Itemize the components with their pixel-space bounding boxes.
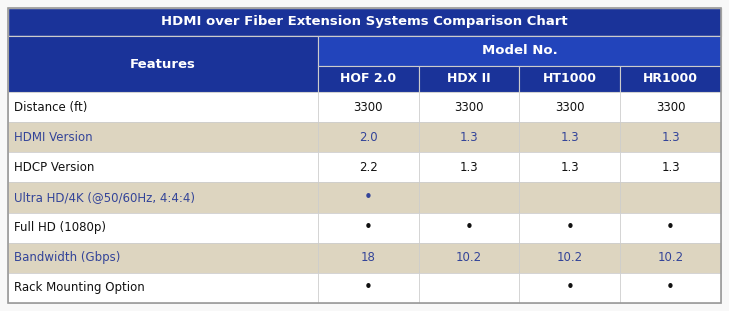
Text: •: • [364, 281, 373, 295]
Text: HDX II: HDX II [448, 72, 491, 86]
Bar [318, 36, 721, 66]
Text: 1.3: 1.3 [460, 131, 478, 144]
Bar [620, 213, 721, 243]
Text: HOF 2.0: HOF 2.0 [340, 72, 397, 86]
Text: 18: 18 [361, 251, 376, 264]
Bar [520, 92, 620, 122]
Text: HR1000: HR1000 [643, 72, 698, 86]
Text: 2.0: 2.0 [359, 131, 378, 144]
Text: 1.3: 1.3 [460, 161, 478, 174]
Bar [418, 273, 520, 303]
Text: 1.3: 1.3 [561, 161, 579, 174]
Bar [620, 66, 721, 92]
Bar [8, 152, 318, 183]
Bar [418, 152, 520, 183]
Bar [8, 36, 318, 92]
Text: •: • [566, 281, 574, 295]
Bar [318, 183, 418, 213]
Bar [418, 213, 520, 243]
Text: HT1000: HT1000 [543, 72, 597, 86]
Bar [418, 122, 520, 152]
Bar [8, 243, 318, 273]
Bar [520, 122, 620, 152]
Text: 10.2: 10.2 [456, 251, 482, 264]
Text: HDCP Version: HDCP Version [14, 161, 94, 174]
Bar [8, 92, 318, 122]
Bar [520, 213, 620, 243]
Text: Ultra HD/4K (@50/60Hz, 4:4:4): Ultra HD/4K (@50/60Hz, 4:4:4) [14, 191, 195, 204]
Text: 3300: 3300 [555, 100, 585, 114]
Text: 1.3: 1.3 [561, 131, 579, 144]
Text: •: • [364, 190, 373, 205]
Bar [318, 122, 418, 152]
Text: 10.2: 10.2 [557, 251, 583, 264]
Text: •: • [464, 220, 474, 235]
Text: 3300: 3300 [454, 100, 484, 114]
Text: 3300: 3300 [656, 100, 685, 114]
Bar [8, 8, 721, 36]
Bar [520, 66, 620, 92]
Text: HDMI over Fiber Extension Systems Comparison Chart: HDMI over Fiber Extension Systems Compar… [161, 16, 568, 29]
Text: 1.3: 1.3 [661, 161, 680, 174]
Text: •: • [364, 220, 373, 235]
Text: •: • [666, 281, 675, 295]
Bar [520, 183, 620, 213]
Bar [418, 183, 520, 213]
Text: Rack Mounting Option: Rack Mounting Option [14, 281, 145, 295]
Text: Distance (ft): Distance (ft) [14, 100, 87, 114]
Bar [318, 243, 418, 273]
Bar [520, 273, 620, 303]
Bar [520, 152, 620, 183]
Bar [620, 243, 721, 273]
Bar [620, 122, 721, 152]
Bar [620, 152, 721, 183]
Bar [620, 183, 721, 213]
Bar [620, 92, 721, 122]
Bar [318, 66, 418, 92]
Bar [418, 66, 520, 92]
Text: 10.2: 10.2 [658, 251, 684, 264]
Bar [8, 213, 318, 243]
Bar [520, 243, 620, 273]
Text: 1.3: 1.3 [661, 131, 680, 144]
Bar [318, 152, 418, 183]
Text: Features: Features [130, 58, 196, 71]
Bar [318, 273, 418, 303]
Bar [418, 92, 520, 122]
Bar [8, 273, 318, 303]
Bar [8, 183, 318, 213]
Text: •: • [566, 220, 574, 235]
Text: Bandwidth (Gbps): Bandwidth (Gbps) [14, 251, 120, 264]
Bar [620, 273, 721, 303]
Bar [318, 92, 418, 122]
Bar [318, 213, 418, 243]
Text: 3300: 3300 [354, 100, 383, 114]
Text: Full HD (1080p): Full HD (1080p) [14, 221, 106, 234]
Text: Model No.: Model No. [482, 44, 558, 58]
Bar [418, 243, 520, 273]
Bar [8, 122, 318, 152]
Text: HDMI Version: HDMI Version [14, 131, 93, 144]
Text: 2.2: 2.2 [359, 161, 378, 174]
Text: •: • [666, 220, 675, 235]
